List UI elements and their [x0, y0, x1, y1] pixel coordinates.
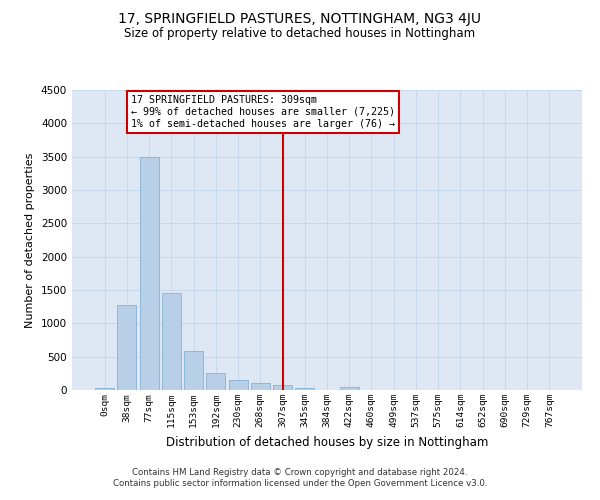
Bar — [184, 352, 203, 390]
Bar — [340, 386, 359, 390]
Text: 17 SPRINGFIELD PASTURES: 309sqm
← 99% of detached houses are smaller (7,225)
1% : 17 SPRINGFIELD PASTURES: 309sqm ← 99% of… — [131, 96, 395, 128]
Bar — [95, 388, 114, 390]
Bar — [206, 372, 225, 390]
Bar — [118, 304, 136, 390]
Text: Size of property relative to detached houses in Nottingham: Size of property relative to detached ho… — [124, 28, 476, 40]
Text: Contains HM Land Registry data © Crown copyright and database right 2024.
Contai: Contains HM Land Registry data © Crown c… — [113, 468, 487, 487]
Y-axis label: Number of detached properties: Number of detached properties — [25, 152, 35, 328]
Text: 17, SPRINGFIELD PASTURES, NOTTINGHAM, NG3 4JU: 17, SPRINGFIELD PASTURES, NOTTINGHAM, NG… — [119, 12, 482, 26]
Bar — [140, 156, 158, 390]
Bar — [229, 380, 248, 390]
Bar — [162, 292, 181, 390]
Bar — [295, 388, 314, 390]
X-axis label: Distribution of detached houses by size in Nottingham: Distribution of detached houses by size … — [166, 436, 488, 448]
Bar — [273, 384, 292, 390]
Bar — [251, 384, 270, 390]
